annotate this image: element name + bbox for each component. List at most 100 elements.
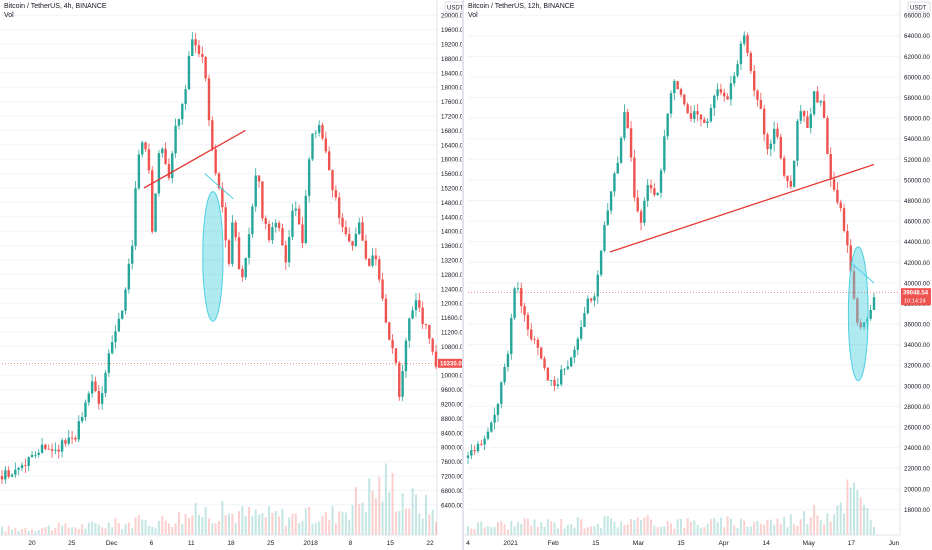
y-tick-label: 22000.00: [904, 466, 930, 473]
candle-body: [361, 222, 364, 241]
candle-body: [736, 64, 739, 76]
candle-body: [271, 227, 274, 241]
volume-bar: [729, 518, 732, 535]
candle-body: [17, 467, 20, 470]
candle-body: [839, 202, 842, 209]
candle-body: [80, 416, 84, 422]
volume-bar: [334, 523, 337, 535]
candle-body: [297, 208, 301, 225]
candle-body: [559, 369, 563, 385]
candle-body: [194, 39, 197, 46]
volume-bar: [184, 513, 187, 535]
left-chart[interactable]: 20000.00 19600.00 19200.00 18800.00 18400.00…: [0, 0, 462, 550]
candle-body: [334, 190, 338, 198]
current-price-label: 39048.54: [903, 291, 929, 297]
volume-bar: [616, 527, 619, 535]
candle-body: [214, 149, 217, 174]
candle-body: [284, 245, 287, 263]
candle-body: [191, 39, 194, 56]
volume-bar: [87, 522, 90, 535]
volume-bar: [560, 518, 563, 535]
volume-bar: [676, 519, 679, 535]
volume-bar: [703, 527, 706, 535]
volume-bar: [583, 528, 586, 535]
candle-body: [4, 470, 7, 480]
volume-bar: [603, 516, 606, 535]
candle-body: [184, 89, 187, 104]
volume-bar: [520, 523, 523, 535]
right-chart-panel[interactable]: 66000.00 64000.00 62000.00 60000.00 58000.00…: [464, 0, 932, 550]
volume-bar: [746, 526, 749, 535]
candle-body: [401, 371, 404, 397]
candle-body: [523, 306, 526, 315]
current-price-label: 10330.00: [440, 361, 462, 367]
candle-body: [473, 450, 476, 452]
volume-bar: [699, 527, 702, 535]
candle-body: [693, 111, 696, 119]
candle-body: [14, 469, 17, 475]
volume-bar: [64, 523, 67, 535]
candle-body: [556, 384, 560, 386]
left-chart-panel[interactable]: 20000.00 19600.00 19200.00 18800.00 18400.00…: [0, 0, 462, 550]
x-tick-label: 18: [227, 540, 235, 547]
right-chart[interactable]: 66000.00 64000.00 62000.00 60000.00 58000.00…: [464, 0, 932, 550]
y-tick-label: 8800.00: [441, 416, 462, 423]
volume-bar: [653, 525, 656, 535]
candle-body: [603, 224, 606, 251]
candle-body: [344, 227, 348, 235]
candle-body: [516, 288, 520, 289]
y-tick-label: 28000.00: [904, 404, 930, 411]
volume-bar: [806, 524, 809, 535]
candle-body: [669, 93, 673, 114]
y-tick-label: 19200.00: [441, 42, 462, 49]
candle-body: [769, 143, 773, 150]
volume-bar: [157, 520, 160, 535]
volume-bar: [679, 519, 682, 535]
x-tick-label: 15: [387, 540, 395, 547]
candle-body: [782, 158, 786, 176]
candle-body: [30, 454, 34, 458]
candle-body: [27, 457, 30, 466]
candle-body: [144, 142, 147, 150]
candle-body: [114, 331, 117, 343]
volume-bar: [41, 528, 44, 535]
candle-body: [348, 234, 351, 242]
candle-body: [719, 89, 723, 93]
y-tick-label: 40000.00: [904, 280, 930, 287]
candle-body: [663, 136, 666, 171]
volume-bar: [258, 514, 261, 535]
volume-bar: [418, 513, 421, 535]
volume-bar: [378, 476, 381, 535]
candle-body: [739, 43, 743, 65]
volume-bar: [646, 515, 649, 535]
y-tick-label: 7200.00: [441, 474, 462, 481]
candle-body: [100, 393, 104, 404]
candle-body: [699, 114, 703, 120]
volume-bar: [314, 522, 317, 535]
candle-body: [866, 318, 869, 323]
y-tick-label: 30000.00: [904, 383, 930, 390]
candle-body: [77, 421, 80, 440]
candle-body: [54, 449, 57, 451]
candle-body: [596, 274, 599, 297]
volume-bar: [530, 525, 533, 535]
candle-body: [261, 181, 264, 219]
volume-bar: [650, 519, 653, 535]
x-tick-label: 25: [267, 540, 275, 547]
volume-bar: [869, 519, 872, 535]
candle-body: [414, 300, 418, 311]
candle-body: [174, 125, 177, 154]
volume-bar: [630, 519, 633, 535]
candle-body: [852, 271, 856, 299]
candle-body: [167, 164, 171, 179]
y-tick-label: 11600.00: [441, 315, 462, 322]
y-tick-label: 20000.00: [904, 486, 930, 493]
volume-bar: [167, 523, 170, 535]
candle-body: [546, 367, 550, 381]
volume-bar: [833, 514, 836, 535]
volume-bar: [34, 531, 37, 535]
candle-body: [653, 188, 656, 195]
candle-body: [264, 218, 267, 224]
volume-bar: [513, 526, 516, 535]
volume-bar: [853, 482, 856, 535]
